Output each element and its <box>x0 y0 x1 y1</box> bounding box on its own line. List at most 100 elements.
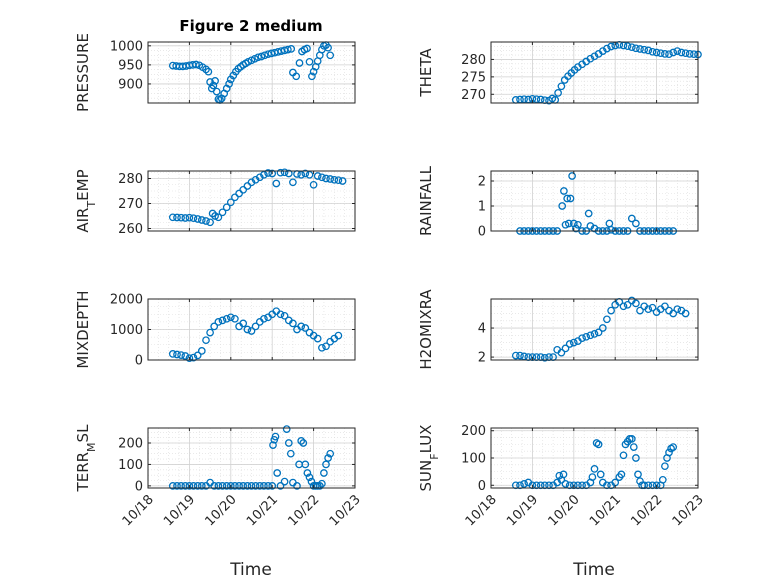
data-point <box>280 168 289 177</box>
data-point <box>677 48 686 57</box>
data-point <box>632 299 640 308</box>
data-point <box>243 482 252 490</box>
data-point <box>260 314 268 323</box>
data-point <box>226 482 235 490</box>
x-tick-label: 10/20 <box>203 492 240 529</box>
data-point <box>648 303 657 312</box>
data-point <box>235 482 243 490</box>
data-point <box>282 425 291 433</box>
data-point <box>569 338 578 347</box>
data-point <box>558 202 567 210</box>
data-point <box>532 95 541 104</box>
data-point <box>685 50 694 58</box>
data-point <box>299 439 308 447</box>
y-tick-label: 900 <box>118 77 143 92</box>
data-point <box>652 48 661 57</box>
data-point <box>218 482 227 490</box>
data-point <box>592 439 601 447</box>
data-point <box>307 477 316 486</box>
y-tick-label: 0 <box>478 479 486 494</box>
y-tick-label: 275 <box>461 70 486 85</box>
x-axis-label-right: Time <box>572 560 615 580</box>
axes-box <box>490 298 699 361</box>
data-point <box>566 194 575 203</box>
data-point <box>301 324 310 332</box>
data-point <box>289 319 297 328</box>
data-point <box>177 482 185 490</box>
data-point <box>554 89 562 97</box>
data-point <box>661 302 669 311</box>
data-point <box>181 352 190 360</box>
data-point <box>295 59 304 67</box>
data-point <box>287 45 296 53</box>
x-tick-label: 10/19 <box>504 492 541 529</box>
x-tick-label: 10/18 <box>120 492 157 529</box>
data-point <box>168 350 177 358</box>
axes-box <box>490 170 699 232</box>
data-point <box>202 65 210 74</box>
data-point <box>619 302 628 311</box>
data-point <box>280 477 289 486</box>
data-point <box>218 208 227 217</box>
y-axis-label-rainfall: RAINFALL <box>417 165 435 236</box>
data-point <box>326 449 335 458</box>
data-point <box>197 347 206 355</box>
data-point <box>197 216 206 224</box>
data-point <box>197 482 206 490</box>
y-tick-label: 2 <box>478 351 486 366</box>
y-axis-label-theta: THETA <box>417 48 435 98</box>
data-point <box>334 176 343 185</box>
data-point <box>690 50 698 59</box>
data-point <box>206 328 214 337</box>
y-axis-label-mixdepth: MIXDEPTH <box>74 290 92 368</box>
data-point <box>561 344 570 353</box>
data-point <box>202 217 210 225</box>
y-tick-label: 100 <box>461 452 486 467</box>
data-point <box>247 482 256 490</box>
y-tick-label: 950 <box>118 58 143 73</box>
data-point <box>303 469 312 477</box>
data-point <box>192 60 200 69</box>
data-point <box>260 170 268 179</box>
data-point <box>210 482 219 490</box>
data-point <box>636 45 644 53</box>
data-point <box>520 480 528 488</box>
data-point <box>214 213 223 222</box>
data-point <box>251 482 260 490</box>
data-point <box>305 473 314 482</box>
y-tick-label: 0 <box>135 479 143 494</box>
data-point <box>326 51 335 60</box>
data-point <box>218 316 227 325</box>
axes-box <box>147 427 356 489</box>
data-point <box>193 351 202 360</box>
data-point <box>586 331 595 340</box>
data-point <box>669 309 678 318</box>
data-point <box>561 480 570 488</box>
data-point <box>661 462 669 471</box>
data-point <box>173 350 181 359</box>
data-point <box>648 47 657 56</box>
y-axis-label-h2omixra: H2OMIXRA <box>417 289 435 370</box>
y-tick-label: 270 <box>461 88 486 103</box>
data-point <box>264 169 272 177</box>
data-point <box>665 50 673 59</box>
data-point <box>555 471 564 480</box>
subplot-sun-flux: 0 100 200 10/18 10/19 10/20 10/21 10/22 10/23 SUN… <box>417 424 707 529</box>
data-point <box>168 482 177 490</box>
data-point <box>204 67 213 76</box>
data-point <box>563 194 572 203</box>
x-tick-label: 10/23 <box>327 492 364 529</box>
data-point <box>540 353 549 362</box>
data-point <box>632 219 640 228</box>
data-point <box>210 322 219 331</box>
data-point <box>243 325 252 334</box>
data-point <box>268 482 277 490</box>
data-point <box>254 53 262 62</box>
x-tick-label: 10/20 <box>546 492 583 529</box>
data-point <box>669 48 678 57</box>
data-point <box>231 314 239 323</box>
data-point <box>214 482 223 490</box>
data-point <box>286 449 295 458</box>
data-point <box>681 49 690 58</box>
